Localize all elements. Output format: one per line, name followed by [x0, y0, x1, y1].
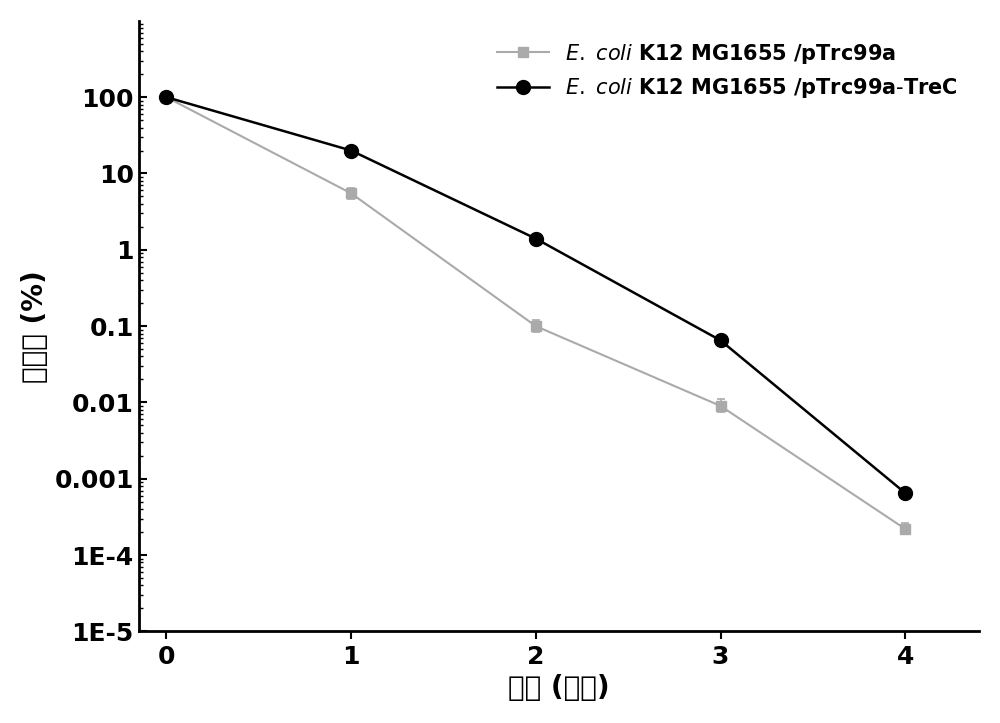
Legend: $\it{E.\ coli}$$\bf{\ K12\ MG1655\ /pTrc99a}$, $\it{E.\ coli}$$\bf{\ K12\ MG1655: $\it{E.\ coli}$$\bf{\ K12\ MG1655\ /pTrc… — [486, 31, 969, 111]
X-axis label: 时间 (小时): 时间 (小时) — [508, 674, 610, 702]
Y-axis label: 存活率 (%): 存活率 (%) — [21, 270, 49, 382]
